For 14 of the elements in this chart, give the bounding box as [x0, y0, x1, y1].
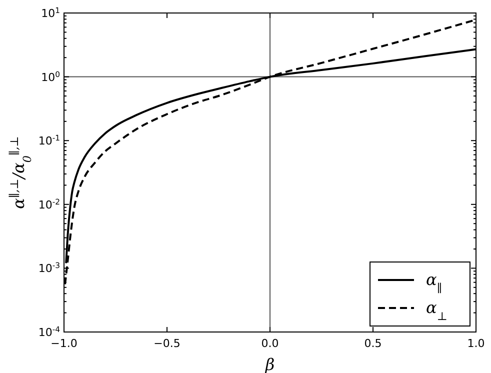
y-tick-label: 10$^{1}$ — [41, 6, 60, 20]
y-tick-label: 10$^{-2}$ — [38, 196, 60, 212]
x-tick-label: −1.0 — [50, 337, 78, 350]
x-tick-label: −0.5 — [154, 337, 180, 350]
y-tick-label: 10$^{-1}$ — [38, 133, 60, 148]
y-tick-label: 10$^{-4}$ — [38, 324, 60, 339]
legend-label: α$_{⊥}$ — [426, 298, 448, 322]
x-tick-label: 0.0 — [261, 337, 279, 350]
y-tick-label: 10$^{-3}$ — [38, 260, 60, 276]
y-tick-label: 10$^{0}$ — [41, 69, 60, 84]
x-tick-label: 1.0 — [467, 337, 485, 350]
x-axis-title: β — [264, 355, 275, 373]
x-tick-label: 0.5 — [364, 337, 382, 350]
legend-label: α$_{∥}$ — [426, 270, 442, 294]
